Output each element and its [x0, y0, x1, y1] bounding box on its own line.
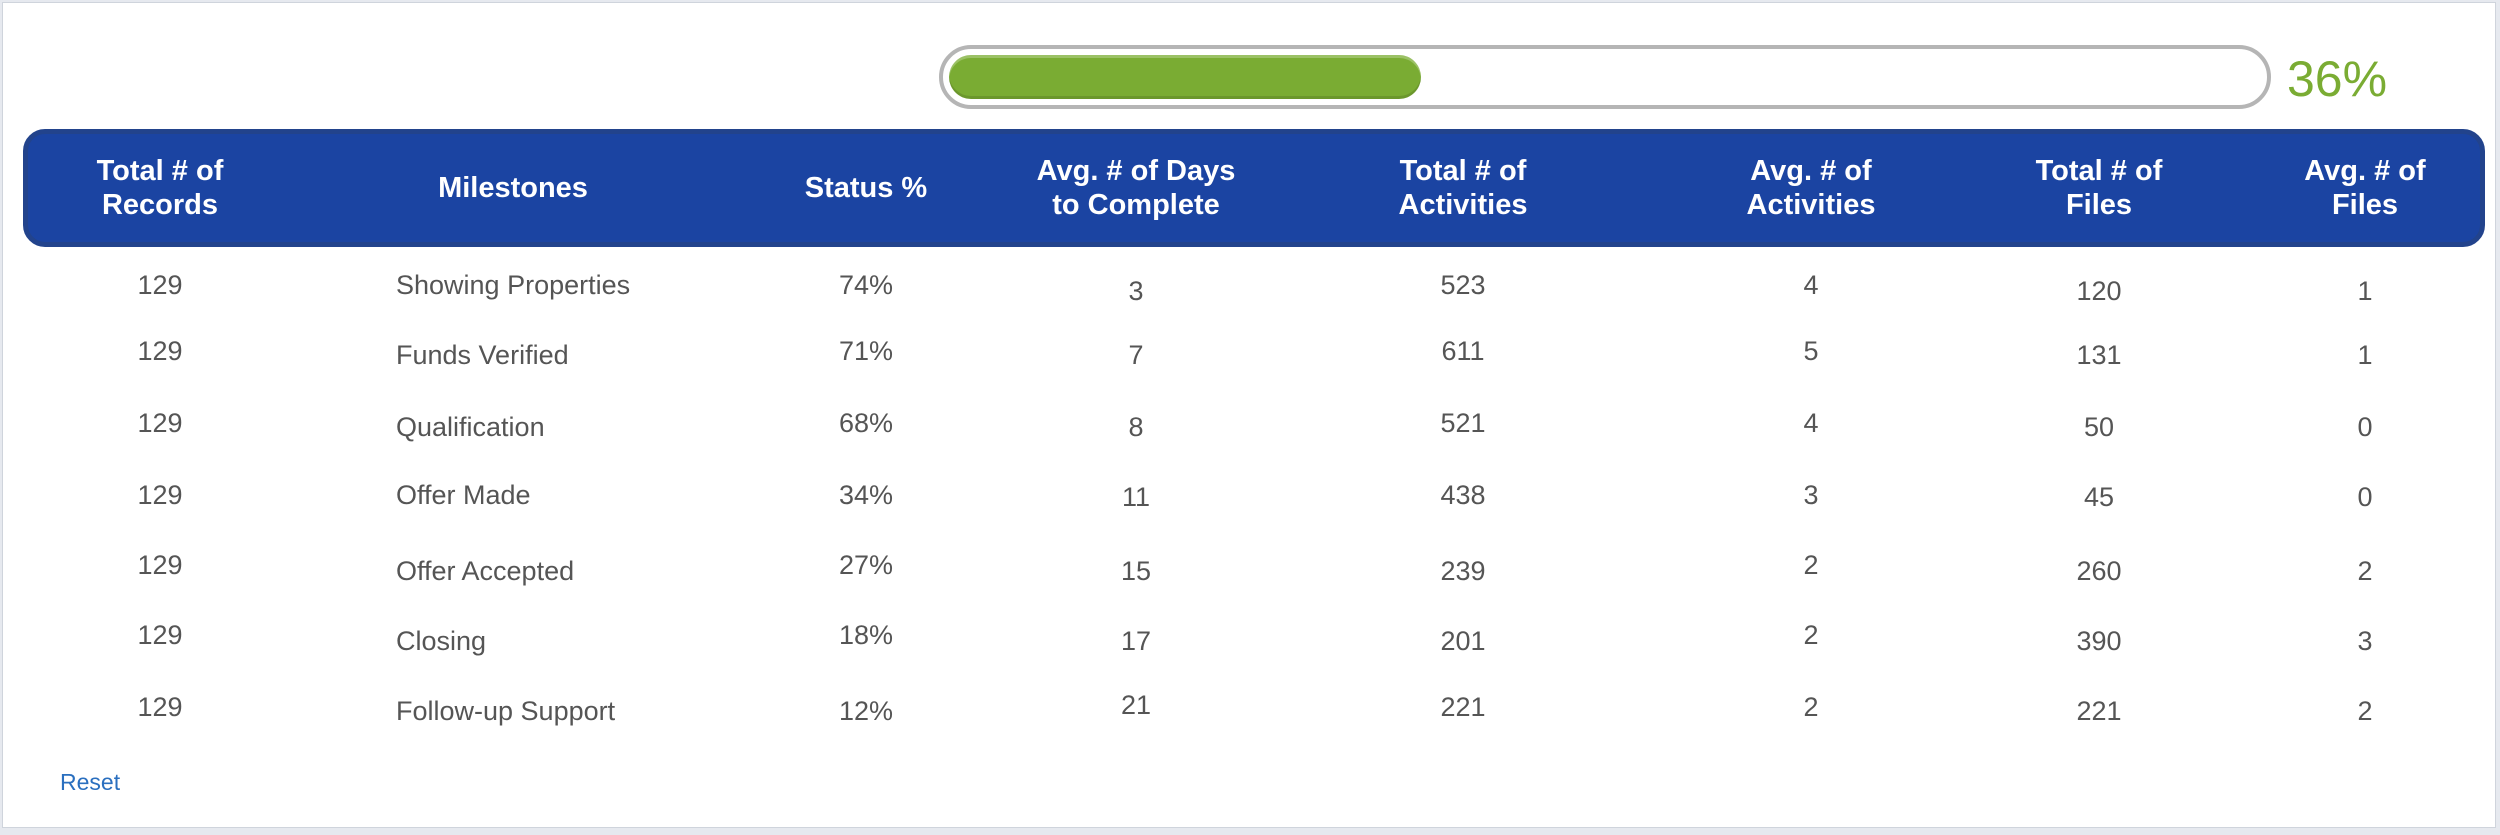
table-cell: Offer Accepted [396, 556, 575, 586]
table-cell: 17 [1120, 626, 1152, 656]
table-cell: 18% [838, 620, 894, 650]
table-cell: 21 [1120, 690, 1152, 720]
table-cell: 5 [1803, 336, 1819, 366]
table-cell: 129 [137, 692, 183, 722]
column-header: Avg. # of Files [2304, 155, 2426, 221]
table-cell: 129 [137, 336, 183, 366]
table-cell: 3 [2357, 626, 2373, 656]
table-cell: 68% [838, 408, 894, 438]
table-cell: 129 [137, 620, 183, 650]
column-header: Total # of Activities [1398, 155, 1528, 221]
table-cell: 201 [1440, 626, 1486, 656]
table-cell: 129 [137, 550, 183, 580]
table-cell: 2 [2357, 696, 2373, 726]
table-cell: 1 [2357, 340, 2373, 370]
table-cell: 3 [1803, 480, 1819, 510]
table-row: 129 Funds Verified 71% 7 611 5 131 1 [3, 335, 2500, 395]
table-cell: 2 [1803, 550, 1819, 580]
column-header: Total # of Files [2035, 155, 2163, 221]
table-row: 129 Offer Made 34% 11 438 3 45 0 [3, 479, 2500, 539]
table-cell: 1 [2357, 276, 2373, 306]
column-header: Avg. # of Days to Complete [1036, 155, 1236, 221]
table-cell: 129 [137, 408, 183, 438]
table-cell: 260 [2076, 556, 2122, 586]
table-cell: 2 [2357, 556, 2373, 586]
table-cell: 45 [2083, 482, 2115, 512]
table-cell: 523 [1440, 270, 1486, 300]
table-cell: 221 [1440, 692, 1486, 722]
table-cell: 0 [2357, 482, 2373, 512]
table-cell: 50 [2083, 412, 2115, 442]
table-cell: 12% [838, 696, 894, 726]
table-cell: 239 [1440, 556, 1486, 586]
table-cell: 2 [1803, 620, 1819, 650]
table-cell: 8 [1128, 412, 1144, 442]
table-cell: 221 [2076, 696, 2122, 726]
table-cell: Follow-up Support [396, 696, 616, 726]
table-cell: 11 [1121, 482, 1151, 512]
table-cell: Offer Made [396, 480, 531, 510]
table-cell: 438 [1440, 480, 1486, 510]
progress-bar [939, 45, 2271, 109]
table-row: 129 Follow-up Support 12% 21 221 2 221 2 [3, 690, 2500, 751]
table-cell: 390 [2076, 626, 2122, 656]
table-cell: 129 [137, 480, 183, 510]
table-cell: 120 [2076, 276, 2122, 306]
table-cell: 7 [1128, 340, 1144, 370]
table-cell: Showing Properties [396, 270, 631, 300]
progress-bar-fill [949, 55, 1421, 99]
table-cell: 129 [137, 270, 183, 300]
table-cell: 71% [838, 336, 894, 366]
progress-percent-label: 36% [2287, 51, 2388, 107]
table-cell: 0 [2357, 412, 2373, 442]
table-row: 129 Closing 18% 17 201 2 390 3 [3, 619, 2500, 679]
column-header: Milestones [438, 172, 588, 204]
table-cell: Closing [396, 626, 487, 656]
table-cell: 27% [838, 550, 894, 580]
table-cell: 34% [838, 480, 894, 510]
table-cell: Qualification [396, 412, 545, 442]
table-row: 129 Offer Accepted 27% 15 239 2 260 2 [3, 549, 2500, 609]
table-cell: 15 [1120, 556, 1152, 586]
table-cell: 3 [1128, 276, 1144, 306]
column-header: Avg. # of Activities [1746, 155, 1876, 221]
table-cell: 611 [1441, 336, 1485, 366]
table-cell: 2 [1803, 692, 1819, 722]
table-cell: 521 [1440, 408, 1486, 438]
table-header: Total # of Records Milestones Status % Avg.… [23, 129, 2485, 247]
table-cell: 4 [1803, 408, 1819, 438]
table-cell: 74% [838, 270, 894, 300]
table-cell: 4 [1803, 270, 1819, 300]
reset-link[interactable]: Reset [60, 769, 121, 795]
column-header: Total # of Records [96, 155, 224, 221]
table-row: 129 Showing Properties 74% 3 523 4 120 1 [3, 269, 2500, 329]
table-cell: 131 [2076, 340, 2122, 370]
table-cell: Funds Verified [396, 340, 569, 370]
table-row: 129 Qualification 68% 8 521 4 50 0 [3, 407, 2500, 467]
column-header: Status % [804, 172, 928, 204]
